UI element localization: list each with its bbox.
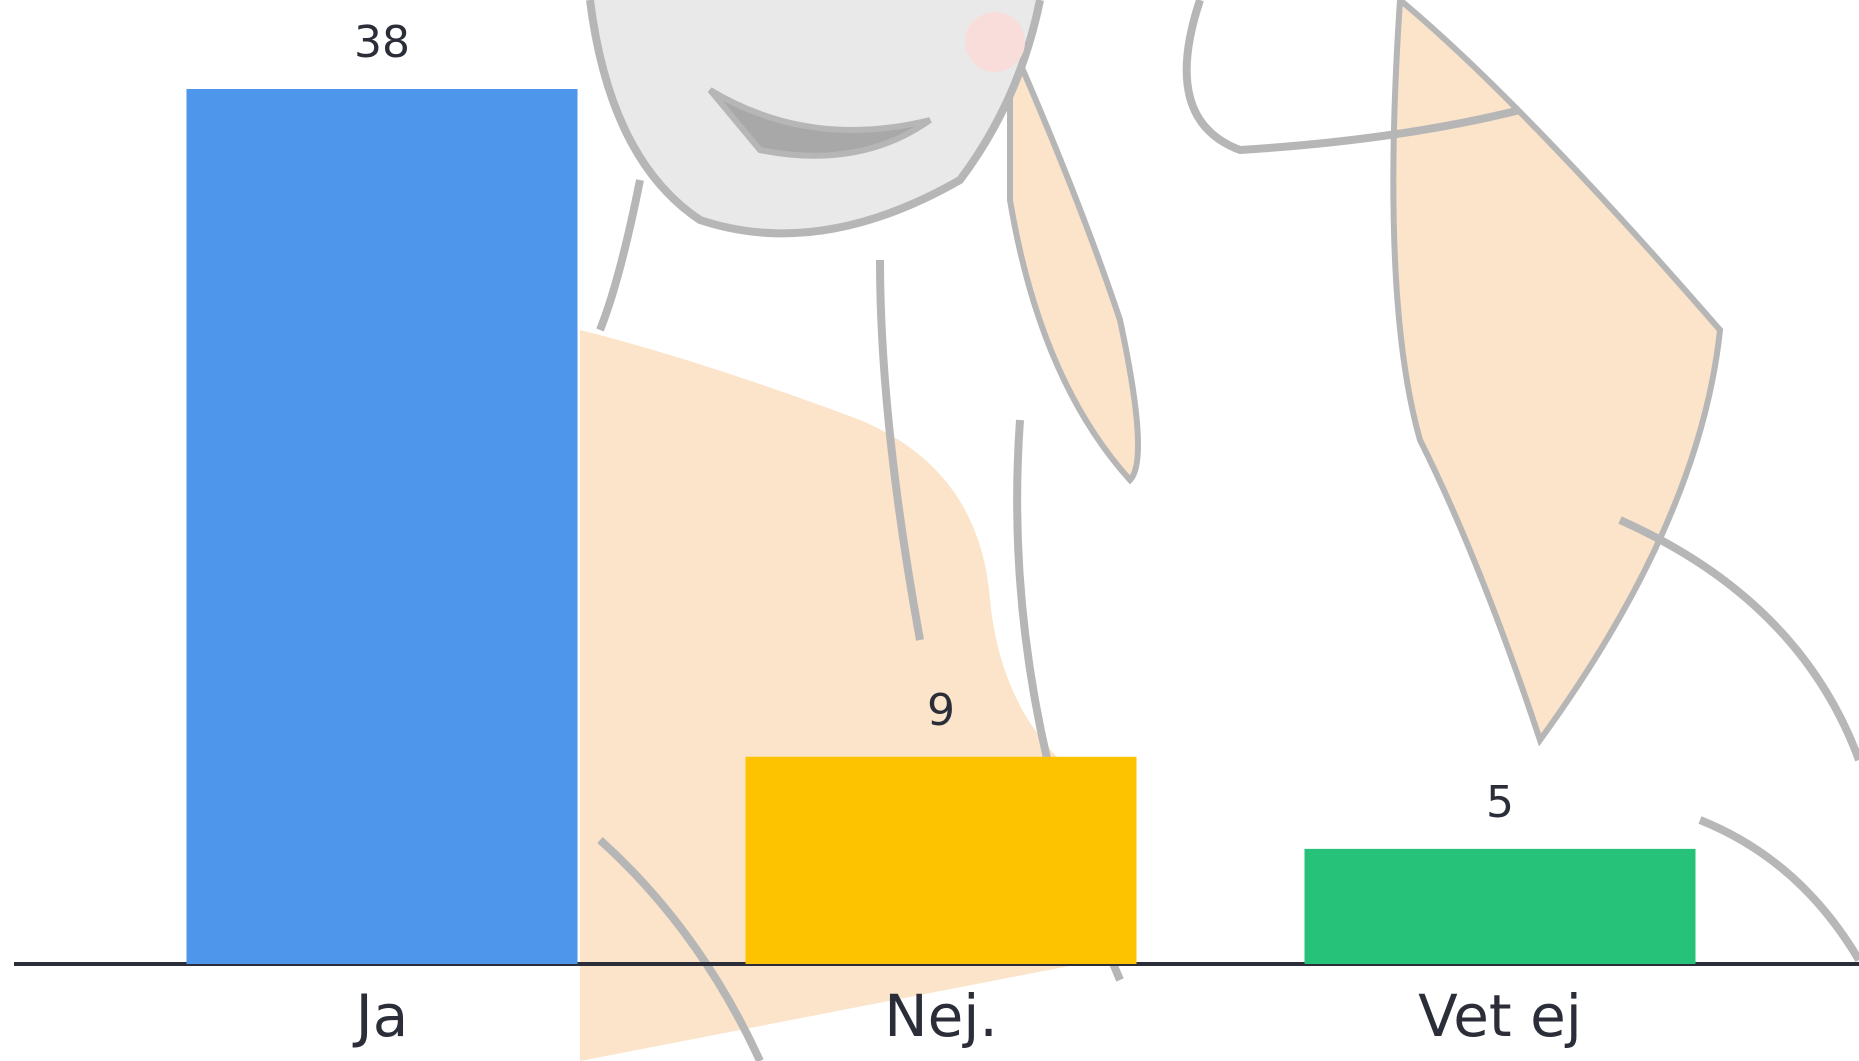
illustration-cheek: [965, 12, 1025, 72]
x-tick-label: Vet ej: [1418, 982, 1582, 1050]
chart: 38 Ja 9 Nej. 5 Vet ej: [0, 0, 1859, 1061]
value-label: 5: [1486, 777, 1514, 828]
x-tick-label: Nej.: [884, 982, 998, 1050]
value-label: 9: [927, 685, 955, 736]
value-label: 38: [354, 17, 410, 68]
illustration-hair: [1393, 0, 1720, 740]
illustration-hair: [1010, 40, 1138, 480]
x-tick-label: Ja: [353, 982, 409, 1050]
bar: [746, 757, 1137, 964]
bar: [187, 89, 578, 964]
bar: [1305, 849, 1696, 964]
page: 38Ja9Nej.5Vet ej (() => { const data = J…: [0, 0, 1859, 1061]
